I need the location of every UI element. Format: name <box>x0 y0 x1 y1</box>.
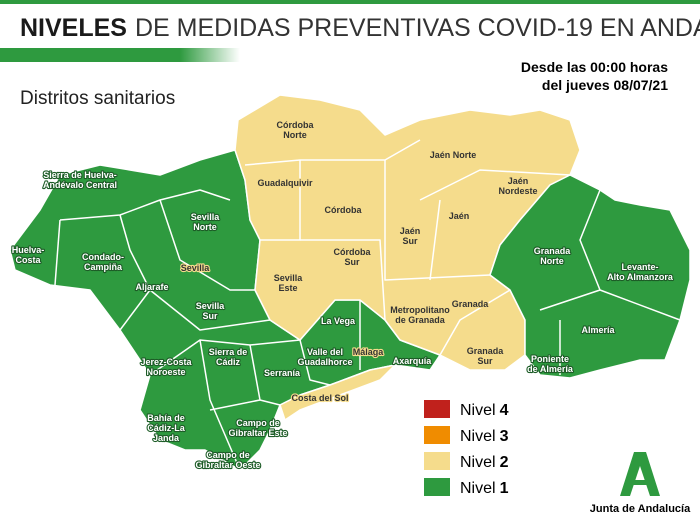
district-label: Levante- <box>621 262 658 272</box>
district-label: Alto Almanzora <box>607 272 674 282</box>
borders <box>54 139 681 471</box>
district-label: Valle del <box>307 347 343 357</box>
header-band <box>0 48 240 62</box>
district-label: Jaén <box>400 226 421 236</box>
logo-mark <box>628 480 652 485</box>
district-label: Guadalquivir <box>257 178 313 188</box>
legend-text: Nivel <box>460 428 496 445</box>
district-label: Sierra de <box>209 347 248 357</box>
district-label: Málaga <box>353 347 385 357</box>
district-label: Campiña <box>84 262 123 272</box>
district-label: Nordeste <box>498 186 537 196</box>
legend-swatch <box>424 426 450 444</box>
district-label: Campo de <box>206 450 250 460</box>
map <box>9 94 691 471</box>
district-label: Almería <box>581 325 615 335</box>
district-label: Poniente <box>531 354 569 364</box>
district-label: Jaén Norte <box>430 150 477 160</box>
region-east <box>489 174 691 379</box>
district-label: Jaén <box>508 176 529 186</box>
logo: Junta de Andalucía <box>590 452 691 515</box>
district-label: Jerez-Costa <box>140 357 192 367</box>
legend-text: Nivel <box>460 402 496 419</box>
subtitle: Distritos sanitarios <box>20 88 175 109</box>
district-label: Sur <box>344 257 360 267</box>
date-line: Desde las 00:00 horas <box>521 59 668 75</box>
district-label: Gibraltar Oeste <box>195 460 260 470</box>
district-label: Sur <box>477 356 493 366</box>
district-label: Norte <box>540 256 564 266</box>
legend-label: Nivel 4 <box>460 402 509 419</box>
district-label: Aljarafe <box>135 282 168 292</box>
district-label: Norte <box>193 222 217 232</box>
district-labels: Sierra de Huelva-Andévalo Central Huelva-… <box>11 119 675 471</box>
district-label: Granada <box>452 299 490 309</box>
district-label: Sevilla <box>181 263 211 273</box>
district-label: Sevilla <box>274 273 304 283</box>
district-label: Costa <box>15 255 41 265</box>
district-label: Sur <box>402 236 418 246</box>
legend-number: 1 <box>500 480 509 497</box>
district-label: Sevilla <box>191 212 221 222</box>
district-label: Sierra de Huelva- <box>43 170 117 180</box>
district-label: Córdoba <box>325 205 363 215</box>
legend-label: Nivel 3 <box>460 428 509 445</box>
district-label: La Vega <box>321 316 356 326</box>
district-label: Granada <box>467 346 505 356</box>
legend-text: Nivel <box>460 480 496 497</box>
region-west <box>9 149 441 471</box>
district-label: Huelva- <box>12 245 45 255</box>
legend-swatch <box>424 478 450 496</box>
region-coast <box>279 364 396 421</box>
district-label: Janda <box>153 433 180 443</box>
district-label: Sur <box>202 311 218 321</box>
district-label: Costa del Sol <box>291 393 348 403</box>
district-label: Norte <box>283 130 307 140</box>
legend-number: 3 <box>500 428 509 445</box>
district-label: Bahía de <box>147 413 185 423</box>
legend-number: 2 <box>500 454 509 471</box>
district-label: Gibraltar Este <box>228 428 287 438</box>
district-label: Córdoba <box>334 247 372 257</box>
district-label: Este <box>278 283 297 293</box>
legend-number: 4 <box>500 402 509 419</box>
logo-text: Junta de Andalucía <box>590 503 691 515</box>
district-label: Serranía <box>264 368 301 378</box>
date-line: del jueves 08/07/21 <box>542 77 668 93</box>
title: NIVELES DE MEDIDAS PREVENTIVAS COVID-19 E… <box>20 13 700 42</box>
top-bar <box>0 0 700 4</box>
district-label: Metropolitano <box>390 305 450 315</box>
district-label: Sevilla <box>196 301 226 311</box>
legend-label: Nivel 2 <box>460 454 509 471</box>
district-label: Córdoba <box>277 120 315 130</box>
district-label: Jaén <box>449 211 470 221</box>
legend-swatch <box>424 400 450 418</box>
legend-swatch <box>424 452 450 470</box>
district-label: Axarquía <box>393 356 433 366</box>
district-label: Noroeste <box>146 367 185 377</box>
district-label: de Granada <box>395 315 446 325</box>
district-label: Guadalhorce <box>297 357 352 367</box>
district-label: Cádiz <box>216 357 241 367</box>
district-label: Cádiz-La <box>147 423 185 433</box>
district-label: Andévalo Central <box>43 180 117 190</box>
legend-label: Nivel 1 <box>460 480 509 497</box>
district-label: Campo de <box>236 418 280 428</box>
district-label: Granada <box>534 246 572 256</box>
district-label: de Almería <box>527 364 574 374</box>
legend-text: Nivel <box>460 454 496 471</box>
district-label: Condado- <box>82 252 124 262</box>
